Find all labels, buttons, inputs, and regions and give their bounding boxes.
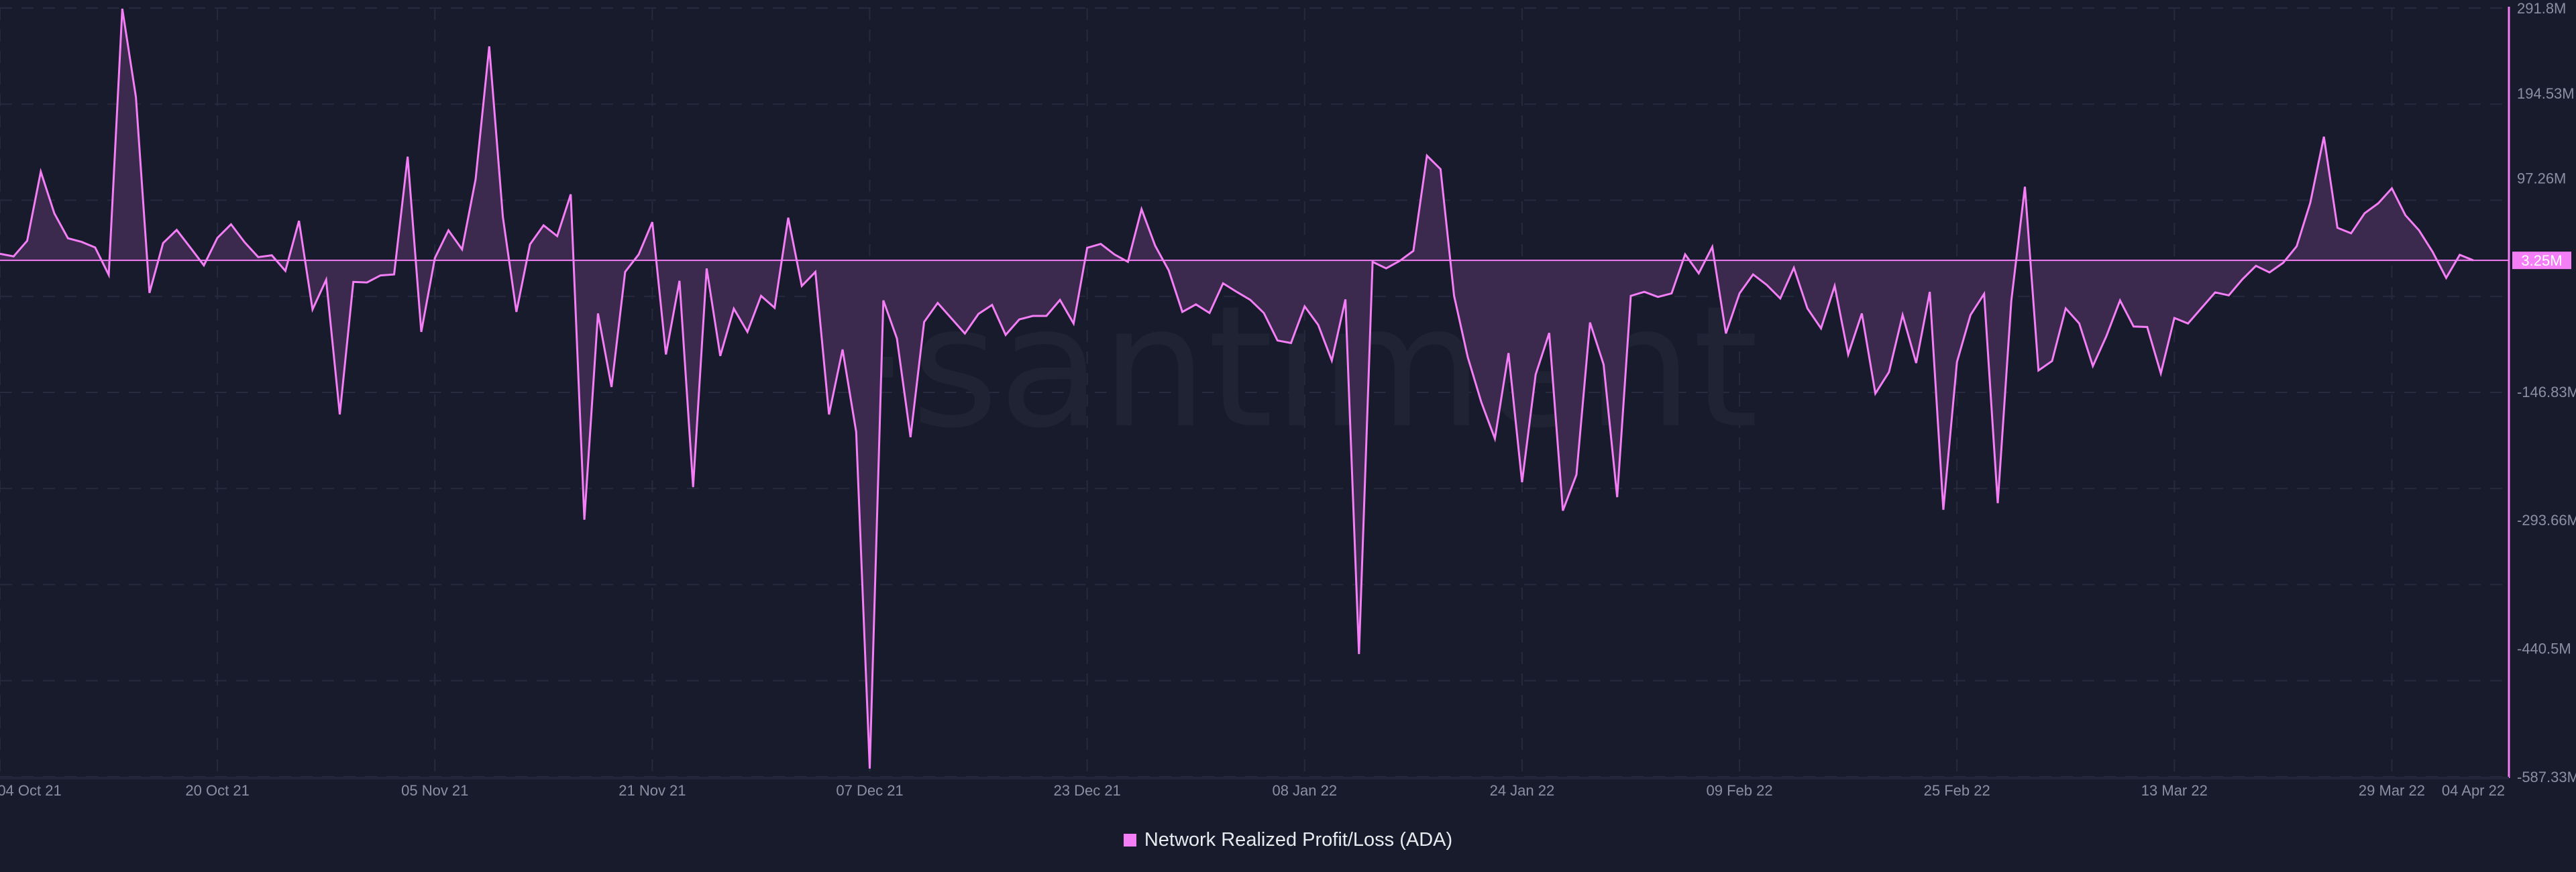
legend[interactable]: Network Realized Profit/Loss (ADA) [0,829,2576,851]
x-axis: 04 Oct 21 20 Oct 21 05 Nov 21 21 Nov 21 07 D… [0,782,2505,799]
x-tick-label: 20 Oct 21 [185,782,249,799]
x-tick-label: 05 Nov 21 [401,782,468,799]
legend-swatch [1123,834,1136,847]
x-tick-label: 04 Apr 22 [2442,782,2505,799]
y-tick-label: -146.83M [2517,384,2576,400]
current-value-badge: 3.25M [2512,252,2571,270]
y-tick-label: 97.26M [2517,170,2566,187]
x-tick-label: 25 Feb 22 [1924,782,1990,799]
x-tick-label: 29 Mar 22 [2359,782,2425,799]
x-tick-label: 07 Dec 21 [836,782,903,799]
y-tick-label: -587.33M [2517,769,2576,785]
x-tick-label: 21 Nov 21 [619,782,686,799]
y-axis: 291.8M 194.53M 97.26M -146.83M -293.66M -440.… [2517,0,2576,785]
x-tick-label: 09 Feb 22 [1707,782,1773,799]
x-tick-label: 13 Mar 22 [2141,782,2208,799]
current-value-box [2512,252,2571,270]
y-tick-label: -440.5M [2517,641,2571,657]
y-tick-label: 194.53M [2517,85,2575,102]
y-tick-label: 291.8M [2517,0,2566,17]
y-tick-label: -293.66M [2517,512,2576,529]
x-tick-label: 23 Dec 21 [1054,782,1121,799]
x-tick-label: 04 Oct 21 [0,782,62,799]
x-tick-label: 24 Jan 22 [1490,782,1555,799]
data-points [0,8,2474,769]
x-tick-label: 08 Jan 22 [1272,782,1337,799]
current-value-label: 3.25M [2521,252,2562,269]
legend-label: Network Realized Profit/Loss (ADA) [1144,829,1453,851]
